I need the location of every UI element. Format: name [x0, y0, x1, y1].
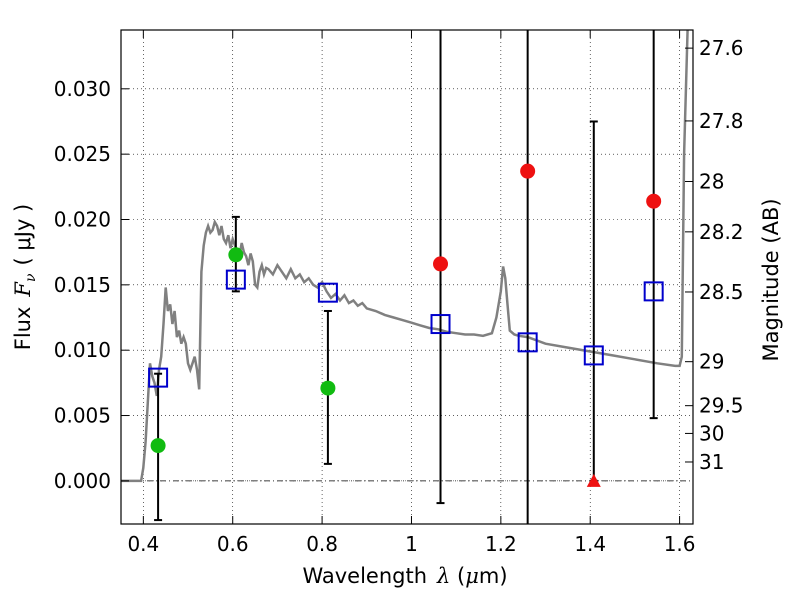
y-axis-title-symbol: F: [11, 281, 35, 298]
y-axis-title-text: Flux: [11, 307, 35, 351]
x-tick-label-2: 0.8: [306, 532, 338, 556]
magnitude-tick-label-8: 31: [699, 450, 724, 474]
magnitude-tick-label-6: 29.5: [699, 394, 744, 418]
green-point-1: [228, 247, 244, 263]
magnitude-tick-label-4: 28.5: [699, 280, 744, 304]
red-point-2: [646, 193, 662, 209]
magnitude-tick-label-2: 28: [699, 169, 724, 193]
model-point-2: [317, 282, 338, 303]
plot-frame: [120, 29, 694, 525]
x-axis-title: Wavelength λ (μm): [302, 564, 507, 588]
y-axis-title: Flux Fν ( μJy ): [11, 204, 39, 350]
magnitude-tick-label-1: 27.8: [699, 109, 744, 133]
y-tick-label-5: 0.025: [54, 142, 111, 166]
model-point-0: [148, 367, 169, 388]
x-axis-title-unit-rest: m): [479, 564, 508, 588]
x-axis-title-unit-mu: μ: [465, 564, 479, 588]
red-point-1: [520, 163, 536, 179]
model-point-3: [430, 314, 451, 335]
y-axis-ticks: 0.000 0.005 0.010 0.015 0.020 0.025 0.030: [54, 77, 129, 493]
green-point-0: [150, 438, 166, 454]
sed-curve: [121, 30, 689, 483]
model-point-4: [517, 332, 538, 353]
y-tick-label-3: 0.015: [54, 273, 111, 297]
x-axis-title-unit-open: (: [450, 564, 465, 588]
y-tick-label-6: 0.030: [54, 77, 111, 101]
magnitude-axis-ticks: 27.6 27.8 28 28.2 28.5 29 29.5 30 31: [685, 36, 744, 474]
green-point-2: [320, 380, 336, 396]
magnitude-tick-label-0: 27.6: [699, 36, 744, 60]
magnitude-tick-label-5: 29: [699, 350, 724, 374]
y-tick-label-4: 0.020: [54, 207, 111, 231]
model-point-5: [583, 345, 604, 366]
magnitude-axis-title: Magnitude (AB): [759, 198, 783, 361]
y-tick-label-1: 0.005: [54, 404, 111, 428]
y-tick-label-2: 0.010: [54, 338, 111, 362]
magnitude-tick-label-3: 28.2: [699, 220, 744, 244]
model-points: [148, 269, 664, 388]
red-triangle-point: [586, 473, 601, 487]
x-axis-title-symbol: λ: [436, 564, 450, 588]
x-tick-label-3: 1: [405, 532, 418, 556]
x-tick-label-1: 0.6: [217, 532, 249, 556]
y-axis-title-subscript: ν: [23, 273, 39, 282]
x-tick-label-4: 1.2: [485, 532, 517, 556]
x-tick-label-0: 0.4: [127, 532, 159, 556]
red-points: [433, 163, 662, 487]
x-tick-label-5: 1.4: [574, 532, 606, 556]
y-axis-title-unit: ( μJy ): [11, 204, 35, 266]
model-point-1: [225, 269, 246, 290]
model-point-6: [643, 281, 664, 302]
y-tick-label-0: 0.000: [54, 469, 111, 493]
green-points: [150, 247, 336, 454]
magnitude-tick-label-7: 30: [699, 421, 724, 445]
red-point-0: [433, 256, 449, 272]
x-axis-title-text: Wavelength: [302, 564, 427, 588]
x-axis-ticks: 0.4 0.6 0.8 1 1.2 1.4 1.6: [127, 30, 696, 556]
x-tick-label-6: 1.6: [664, 532, 696, 556]
